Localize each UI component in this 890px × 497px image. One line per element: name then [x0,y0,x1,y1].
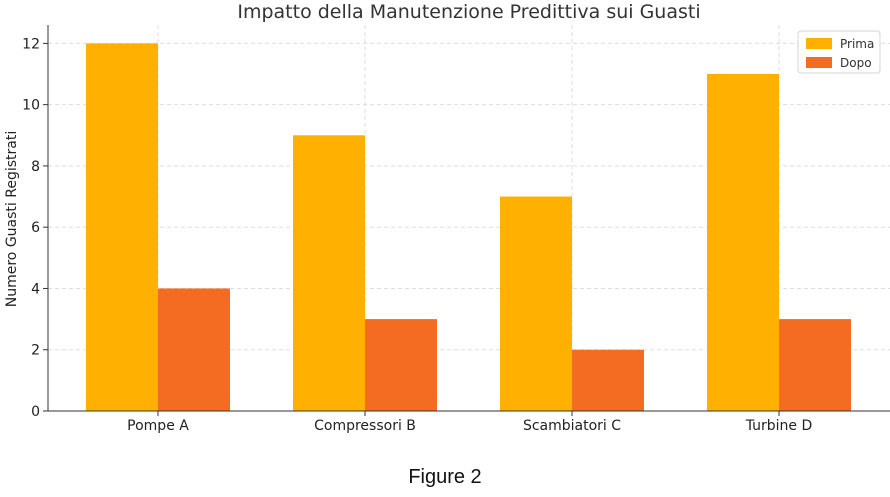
figure-caption: Figure 2 [408,466,482,488]
x-tick-label: Compressori B [314,418,416,434]
bar-dopo-1 [365,319,437,411]
y-tick-label: 0 [31,404,40,420]
y-tick-label: 10 [22,98,40,114]
y-axis-label: Numero Guasti Registrati [4,131,20,307]
y-tick-label: 2 [31,343,40,359]
bar-chart: Impatto della Manutenzione Predittiva su… [4,1,890,434]
x-tick-label: Pompe A [127,418,189,434]
y-tick-label: 6 [31,220,40,236]
bar-prima-2 [500,196,572,411]
x-tick-label: Turbine D [745,418,813,434]
bar-prima-0 [86,43,158,411]
y-ticks: 0 2 4 6 8 10 12 [22,36,48,420]
y-tick-label: 8 [31,159,40,175]
chart-title: Impatto della Manutenzione Predittiva su… [237,1,700,23]
legend: Prima Dopo [797,30,881,74]
axes [47,25,890,412]
legend-label-prima: Prima [840,37,874,51]
y-tick-label: 4 [31,281,40,297]
bars [86,43,851,412]
x-ticks: Pompe A Compressori B Scambiatori C Turbine… [127,411,812,434]
bar-prima-3 [707,74,779,412]
legend-swatch-prima [806,38,832,49]
x-tick-label: Scambiatori C [523,418,621,434]
bar-prima-1 [293,135,365,412]
bar-dopo-0 [158,288,230,411]
bar-dopo-3 [779,319,851,411]
legend-label-dopo: Dopo [840,56,872,70]
y-tick-label: 12 [22,36,40,52]
bar-dopo-2 [572,349,644,411]
legend-swatch-dopo [806,57,832,68]
